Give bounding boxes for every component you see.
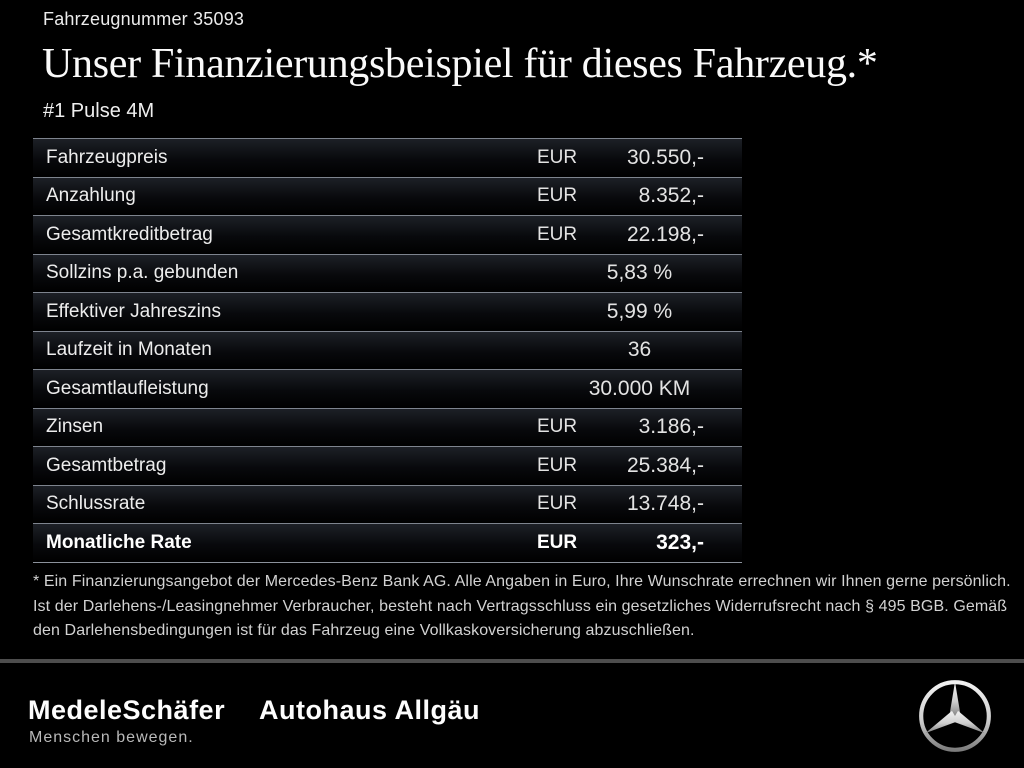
table-row-anzahlung: Anzahlung EUR 8.352,- [33,176,742,215]
table-row-zinsen: Zinsen EUR 3.186,- [33,407,742,446]
row-currency: EUR [537,185,578,207]
footnote-text: * Ein Finanzierungsangebot der Mercedes-… [33,573,1011,639]
table-row-sollzins: Sollzins p.a. gebunden 5,83 % [33,253,742,292]
vehicle-number: Fahrzeugnummer 35093 [43,9,245,29]
row-label: Gesamtbetrag [46,454,167,476]
row-currency: EUR [537,146,578,168]
footer-separator [0,659,1024,663]
row-value: 30.550,- [626,145,704,169]
row-label: Gesamtlaufleistung [46,377,209,399]
row-value: 3.186,- [638,415,704,439]
footer: MedeleSchäfer Menschen bewegen. Autohaus… [0,663,1024,768]
row-currency: EUR [537,416,578,438]
model-name: #1 Pulse 4M [43,100,155,122]
row-label: Gesamtkreditbetrag [46,223,213,245]
row-label: Anzahlung [46,185,136,207]
mercedes-star-icon [919,680,991,752]
dealer-logo-autohaus-allgaeu: Autohaus Allgäu [259,695,480,725]
table-row-monatliche-rate: Monatliche Rate EUR 323,- [33,523,742,563]
table-row-fahrzeugpreis: Fahrzeugpreis EUR 30.550,- [33,138,742,177]
table-row-laufzeit: Laufzeit in Monaten 36 [33,330,742,369]
table-row-gesamtlaufleistung: Gesamtlaufleistung 30.000 KM [33,369,742,408]
row-value: 30.000 KM [588,376,691,400]
row-currency: EUR [537,531,578,553]
row-value: 323,- [656,530,704,554]
row-value: 36 [627,338,652,362]
finance-table: Fahrzeugpreis EUR 30.550,- Anzahlung EUR… [33,138,742,563]
row-value: 13.748,- [626,492,704,516]
row-currency: EUR [537,454,578,476]
row-label: Monatliche Rate [46,531,192,553]
row-label: Laufzeit in Monaten [46,339,212,361]
row-label: Zinsen [46,416,104,438]
dealer-slogan: Menschen bewegen. [29,729,194,746]
row-value: 22.198,- [626,222,704,246]
row-value: 5,99 % [606,299,673,323]
row-value: 8.352,- [638,184,704,208]
dealer-logo-medeleschaefer: MedeleSchäfer [28,695,226,725]
row-currency: EUR [537,223,578,245]
row-value: 5,83 % [606,261,673,285]
row-label: Fahrzeugpreis [46,146,168,168]
row-label: Sollzins p.a. gebunden [46,262,239,284]
table-row-effektiver-jahreszins: Effektiver Jahreszins 5,99 % [33,292,742,331]
table-row-gesamtkreditbetrag: Gesamtkreditbetrag EUR 22.198,- [33,215,742,254]
row-label: Schlussrate [46,493,146,515]
table-row-gesamtbetrag: Gesamtbetrag EUR 25.384,- [33,446,742,485]
row-label: Effektiver Jahreszins [46,300,221,322]
row-currency: EUR [537,493,578,515]
table-row-schlussrate: Schlussrate EUR 13.748,- [33,484,742,523]
page-title: Unser Finanzierungsbeispiel für dieses F… [42,41,878,87]
row-value: 25.384,- [626,453,704,477]
